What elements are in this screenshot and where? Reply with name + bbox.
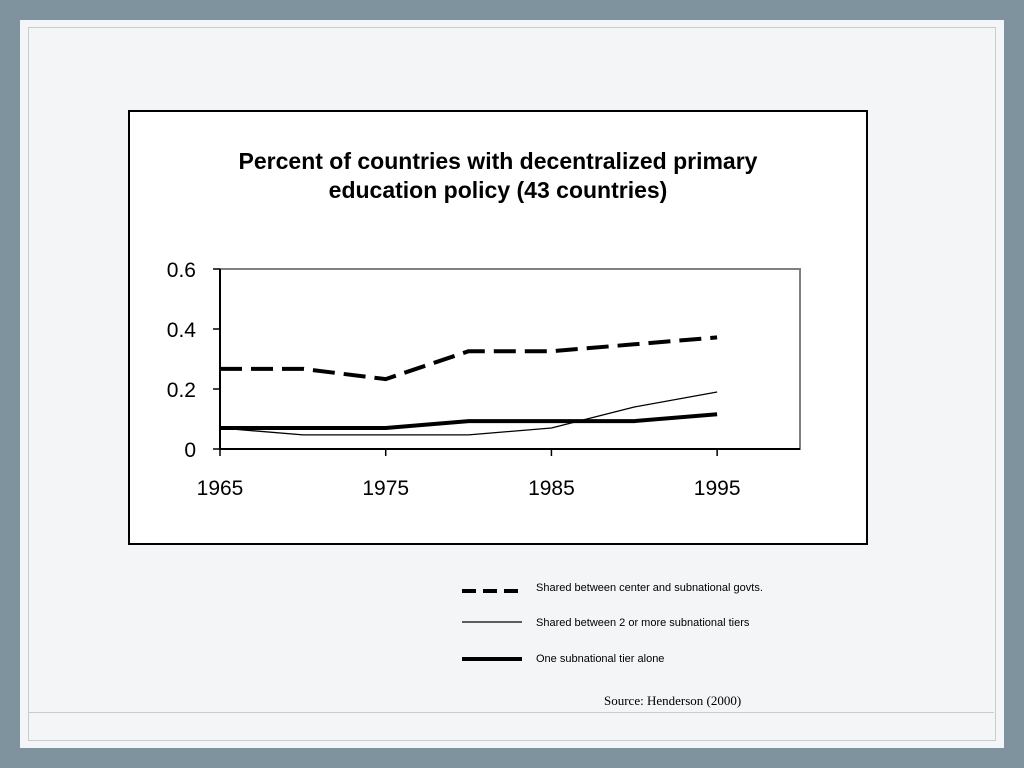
y-tick-label: 0.4 xyxy=(167,319,197,342)
series-line-2 xyxy=(219,391,718,436)
x-tick-label: 1995 xyxy=(694,477,741,500)
chart-title-line-2: education policy (43 countries) xyxy=(328,177,668,203)
x-tick-label: 1985 xyxy=(528,477,575,500)
legend-item-multiple-subnational: Shared between 2 or more subnational tie… xyxy=(460,615,860,635)
legend-item-one-subnational: One subnational tier alone xyxy=(460,651,860,671)
slide-divider xyxy=(28,712,994,713)
chart-frame: Percent of countries with decentralized … xyxy=(128,110,868,545)
y-tick-label: 0.2 xyxy=(167,379,196,402)
chart-title: Percent of countries with decentralized … xyxy=(130,147,866,205)
legend-swatch-thin xyxy=(462,621,522,623)
series-line-3 xyxy=(220,412,718,430)
chart-plot: 0 0.2 0.4 0.6 1965 1975 1985 1995 xyxy=(167,259,801,500)
legend-swatch-dashed xyxy=(462,589,522,593)
legend-label: Shared between center and subnational go… xyxy=(536,582,763,594)
series-line-1 xyxy=(220,335,718,382)
legend-item-center-subnational: Shared between center and subnational go… xyxy=(460,580,860,600)
x-tick-label: 1965 xyxy=(197,477,244,500)
source-citation: Source: Henderson (2000) xyxy=(604,693,742,708)
chart-title-line-1: Percent of countries with decentralized … xyxy=(238,148,758,174)
legend-label: One subnational tier alone xyxy=(536,653,665,665)
legend-swatch-thick xyxy=(462,657,522,661)
chart-legend: Shared between center and subnational go… xyxy=(460,558,860,668)
y-tick-label: 0 xyxy=(184,439,196,462)
y-tick-label: 0.6 xyxy=(167,259,196,282)
x-tick-label: 1975 xyxy=(362,477,409,500)
legend-label: Shared between 2 or more subnational tie… xyxy=(536,617,750,629)
slide-border xyxy=(28,27,996,741)
